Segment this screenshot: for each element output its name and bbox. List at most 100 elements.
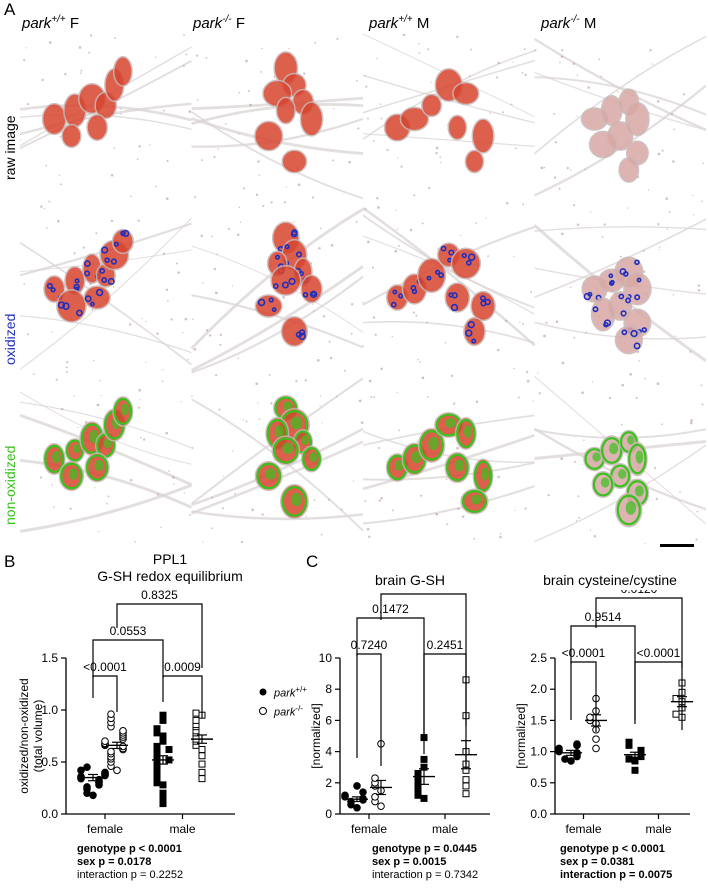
- speckle: [642, 249, 645, 252]
- speckle: [649, 49, 652, 52]
- non-oxidized-patch: [618, 469, 627, 479]
- speckle: [560, 457, 564, 460]
- speckle: [110, 219, 114, 223]
- speckle: [258, 174, 261, 176]
- speckle: [183, 492, 186, 494]
- significance-bracket: [423, 653, 467, 764]
- cell: [112, 56, 133, 87]
- filled-circle-marker: [259, 688, 267, 696]
- data-point: [625, 755, 633, 763]
- speckle: [188, 110, 192, 113]
- microscopy-grid: [20, 34, 706, 544]
- non-oxidized-patch: [428, 436, 439, 451]
- oxidized-spot: [440, 245, 447, 252]
- speckle: [332, 159, 335, 162]
- speckle: [519, 321, 521, 323]
- speckle: [682, 93, 686, 96]
- speckle: [585, 331, 588, 334]
- speckle: [470, 48, 473, 51]
- speckle: [129, 478, 133, 482]
- oxidized-spot: [113, 241, 119, 247]
- fiber: [362, 214, 535, 309]
- speckle: [561, 49, 564, 52]
- speckle: [177, 271, 180, 274]
- x-tick-label: female: [565, 822, 601, 836]
- p-value-label: <0.0001: [562, 646, 606, 660]
- speckle: [372, 140, 375, 143]
- data-point: [462, 776, 470, 784]
- non-oxidized-outline: [456, 419, 476, 448]
- speckle: [97, 530, 100, 533]
- micrograph-tile: [190, 373, 364, 544]
- speckle: [318, 247, 321, 250]
- speckle: [41, 78, 44, 82]
- significance-bracket: [92, 639, 164, 678]
- speckle: [427, 48, 430, 51]
- cell: [299, 101, 324, 137]
- fiber: [362, 320, 535, 344]
- speckle: [88, 51, 91, 54]
- speckle: [661, 149, 664, 152]
- speckle: [141, 317, 143, 320]
- speckle: [26, 333, 29, 336]
- speckle: [344, 369, 346, 372]
- oxidized-spot: [465, 329, 473, 337]
- speckle: [514, 509, 516, 512]
- non-oxidized-outline: [281, 486, 308, 517]
- speckle: [322, 315, 326, 318]
- cell: [447, 114, 468, 141]
- oxidized-spot: [634, 294, 641, 301]
- speckle: [420, 494, 423, 497]
- speckle: [219, 333, 223, 337]
- cell: [399, 106, 430, 132]
- speckle: [27, 102, 30, 106]
- speckle: [242, 418, 245, 421]
- cell: [281, 149, 308, 174]
- data-point: [119, 727, 127, 735]
- speckle: [435, 151, 438, 155]
- speckle: [138, 144, 141, 148]
- speckle: [162, 252, 166, 255]
- micrograph-tile: [20, 205, 193, 374]
- speckle: [224, 122, 227, 125]
- non-oxidized-outline: [302, 447, 321, 471]
- speckle: [430, 81, 432, 83]
- non-oxidized-patch: [94, 459, 104, 472]
- speckle: [558, 187, 561, 190]
- speckle: [140, 436, 142, 439]
- speckle: [644, 377, 647, 380]
- speckle: [92, 359, 95, 362]
- data-point: [353, 803, 361, 812]
- speckle: [522, 323, 525, 325]
- non-oxidized-patch: [394, 460, 404, 471]
- speckle: [268, 373, 271, 376]
- speckle: [428, 186, 431, 190]
- speckle: [671, 113, 674, 116]
- speckle: [330, 244, 334, 247]
- speckle: [525, 370, 529, 374]
- non-oxidized-outline: [601, 437, 623, 464]
- speckle: [377, 446, 381, 450]
- speckle: [48, 41, 52, 44]
- speckle: [459, 234, 462, 237]
- stat-line: sex p = 0.0015: [372, 856, 447, 868]
- speckle: [643, 270, 646, 273]
- speckle: [270, 402, 273, 405]
- cell: [56, 289, 87, 323]
- speckle: [319, 227, 322, 230]
- speckle: [57, 219, 60, 223]
- speckle: [532, 400, 534, 402]
- data-point: [341, 791, 349, 800]
- speckle: [600, 75, 602, 78]
- x-tick-label: male: [432, 822, 458, 836]
- speckle: [395, 209, 397, 212]
- non-oxidized-patch: [634, 485, 644, 497]
- y-tick-label: 8: [325, 682, 332, 696]
- speckle: [251, 508, 255, 512]
- speckle: [78, 46, 82, 49]
- legend-item: park+/+: [258, 685, 307, 700]
- data-point: [101, 768, 109, 777]
- non-oxidized-outline: [628, 443, 647, 475]
- speckle: [495, 76, 499, 79]
- data-point: [107, 747, 115, 756]
